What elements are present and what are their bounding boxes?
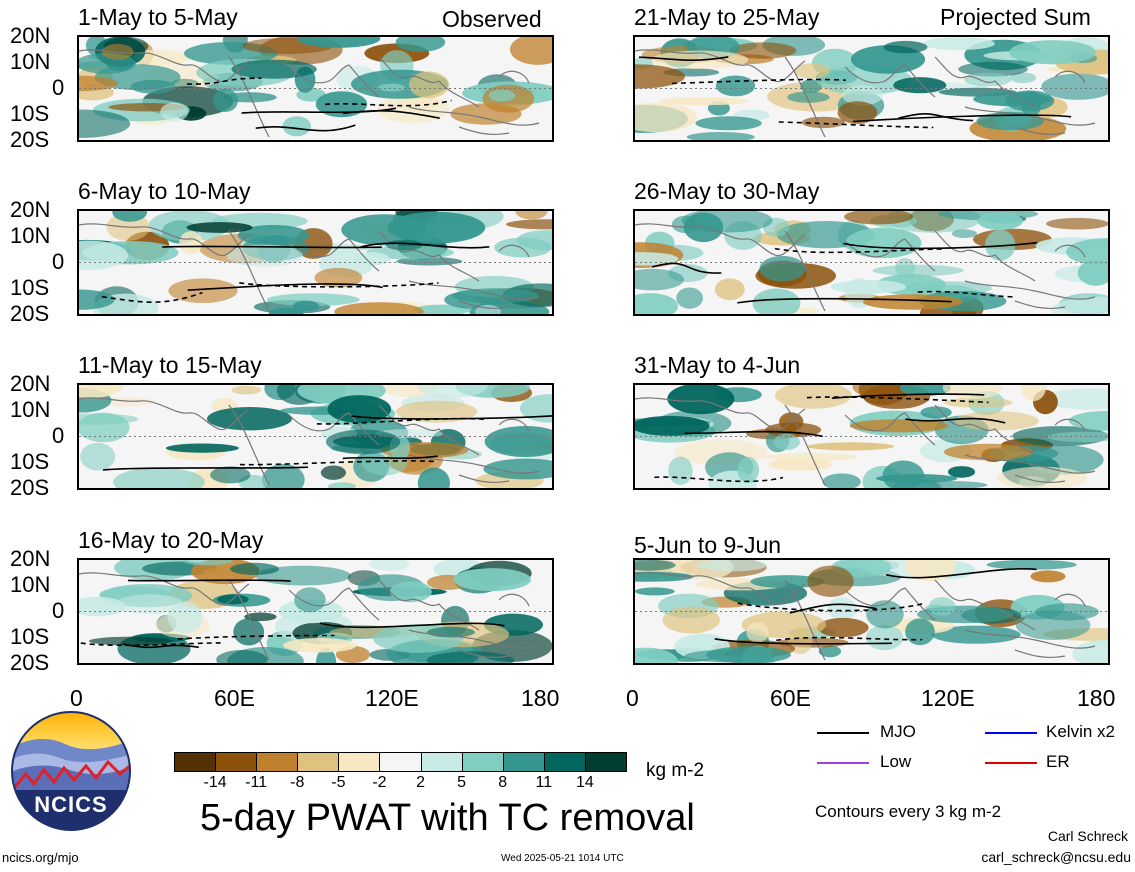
legend-label: ER: [1046, 752, 1070, 771]
colorbar-swatch: [461, 752, 504, 772]
colorbar-tick-label: 8: [498, 774, 508, 791]
panel-title: 6-May to 10-May: [78, 178, 251, 204]
lat-label: 10S: [10, 101, 50, 126]
author: Carl Schreck: [1047, 828, 1128, 844]
lat-label: 10N: [10, 397, 51, 422]
site-url: ncics.org/mjo: [2, 850, 79, 865]
lon-label: 0: [70, 685, 83, 711]
colorbar-swatch: [297, 752, 340, 772]
map-panel: [77, 35, 554, 142]
legend-label: Low: [880, 752, 912, 771]
map-panel: [633, 383, 1110, 490]
observed-label: Observed: [442, 6, 542, 32]
colorbar-tick-label: 5: [457, 774, 467, 791]
lon-label: 120E: [921, 685, 975, 711]
lat-label: 0: [52, 598, 65, 623]
ncics-logo: NCICS: [10, 710, 132, 832]
pwat-map: [635, 211, 1108, 314]
panel-title: 21-May to 25-May: [634, 4, 820, 30]
lat-label: 10N: [10, 223, 51, 248]
map-panel: [77, 209, 554, 316]
pwat-map: [79, 211, 552, 314]
lat-label: 10S: [10, 624, 50, 649]
lat-label: 20N: [10, 371, 51, 396]
legend-label: Kelvin x2: [1046, 722, 1115, 741]
pwat-map: [635, 37, 1108, 140]
lon-label: 180: [521, 685, 560, 711]
timestamp: Wed 2025-05-21 1014 UTC: [501, 853, 624, 864]
colorbar-swatch: [379, 752, 422, 772]
lat-label: 10N: [10, 49, 51, 74]
lat-label: 0: [52, 249, 65, 274]
logo-text: NCICS: [34, 792, 108, 817]
lat-label: 10S: [10, 275, 50, 300]
map-panel: [633, 558, 1110, 665]
panel-title: 5-Jun to 9-Jun: [634, 532, 782, 558]
colorbar-tick-label: 2: [416, 774, 425, 791]
colorbar-swatch: [256, 752, 299, 772]
lat-label: 20N: [10, 23, 51, 48]
pwat-map: [635, 385, 1108, 488]
colorbar-unit: kg m-2: [646, 760, 705, 781]
lat-label: 0: [52, 75, 65, 100]
pwat-map: [79, 560, 552, 663]
er-legend-line: [985, 762, 1037, 764]
colorbar-tick-label: -8: [290, 774, 305, 791]
legend-label: MJO: [880, 722, 916, 741]
colorbar-swatch: [338, 752, 381, 772]
pwat-map: [79, 37, 552, 140]
lat-label: 20S: [10, 650, 50, 675]
low-legend-line: [817, 762, 869, 764]
pwat-map: [79, 385, 552, 488]
pwat-map: [635, 560, 1108, 663]
projected-sum-label: Projected Sum: [940, 4, 1091, 30]
colorbar-swatch: [543, 752, 586, 772]
main-title: 5-day PWAT with TC removal: [200, 797, 695, 839]
mjo-legend-line: [817, 732, 869, 734]
kelvin-legend-line: [985, 732, 1037, 734]
colorbar: [174, 752, 627, 772]
lon-label: 180: [1077, 685, 1116, 711]
colorbar-tick-label: -2: [372, 774, 387, 791]
lat-label: 20N: [10, 197, 51, 222]
lat-label: 20S: [10, 301, 50, 326]
colorbar-swatch: [420, 752, 463, 772]
lat-label: 10N: [10, 572, 51, 597]
lat-label: 20S: [10, 475, 50, 500]
lon-label: 60E: [770, 685, 811, 711]
colorbar-swatch: [215, 752, 258, 772]
map-panel: [633, 209, 1110, 316]
lon-label: 60E: [214, 685, 255, 711]
map-panel: [77, 383, 554, 490]
panel-title: 11-May to 15-May: [78, 352, 262, 378]
lon-label: 120E: [365, 685, 419, 711]
colorbar-tick-label: 11: [535, 774, 553, 791]
colorbar-tick-label: -14: [203, 774, 227, 791]
contour-note: Contours every 3 kg m-2: [815, 802, 1002, 821]
lat-label: 10S: [10, 449, 50, 474]
panel-title: 16-May to 20-May: [78, 527, 264, 553]
lat-label: 20S: [10, 127, 50, 152]
lon-label: 0: [626, 685, 639, 711]
map-panel: [633, 35, 1110, 142]
colorbar-swatch: [584, 752, 627, 772]
colorbar-tick-label: -11: [245, 774, 268, 791]
lat-label: 20N: [10, 546, 51, 571]
panel-title: 26-May to 30-May: [634, 178, 820, 204]
author-email: carl_schreck@ncsu.edu: [981, 849, 1131, 865]
colorbar-tick-label: 14: [576, 774, 594, 791]
panel-title: 1-May to 5-May: [78, 4, 238, 30]
map-panel: [77, 558, 554, 665]
lat-label: 0: [52, 423, 65, 448]
colorbar-tick-label: -5: [331, 774, 346, 791]
logo-icon: [11, 711, 131, 831]
panel-title: 31-May to 4-Jun: [634, 352, 801, 378]
colorbar-swatch: [174, 752, 217, 772]
colorbar-swatch: [502, 752, 545, 772]
